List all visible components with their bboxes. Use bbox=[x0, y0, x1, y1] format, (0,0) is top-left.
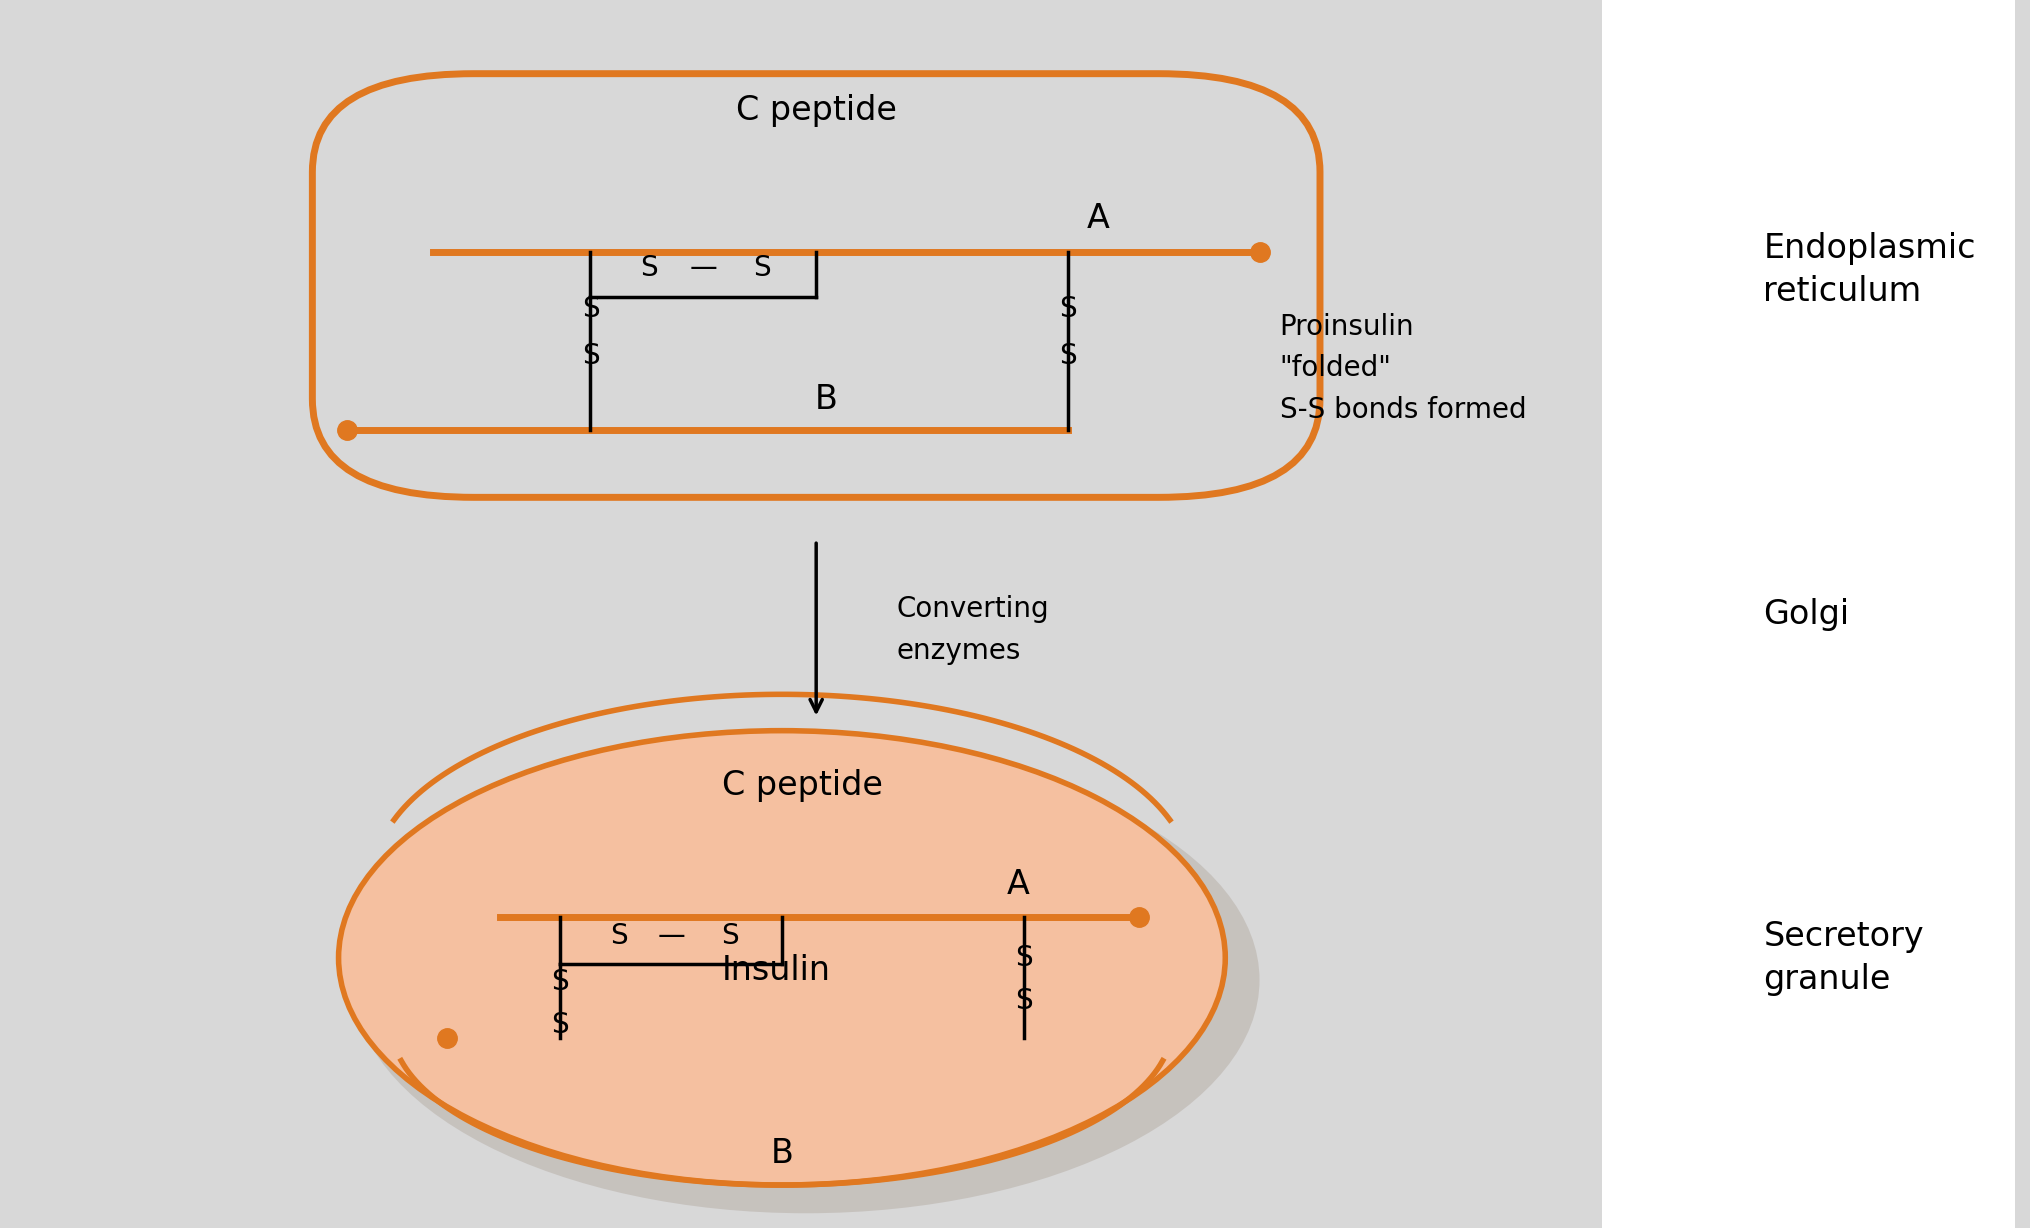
FancyBboxPatch shape bbox=[1602, 0, 2014, 1228]
Text: S: S bbox=[753, 254, 769, 281]
FancyBboxPatch shape bbox=[313, 74, 1320, 497]
Text: A: A bbox=[1005, 868, 1029, 900]
Text: S: S bbox=[721, 922, 739, 949]
Text: S: S bbox=[1015, 944, 1031, 971]
Text: S: S bbox=[1060, 296, 1076, 323]
Text: A: A bbox=[1086, 203, 1108, 235]
Text: S: S bbox=[1015, 987, 1031, 1014]
Text: —: — bbox=[658, 922, 684, 949]
Ellipse shape bbox=[353, 747, 1259, 1213]
Text: S: S bbox=[552, 969, 568, 996]
Text: Insulin: Insulin bbox=[721, 954, 830, 986]
Text: Secretory
granule: Secretory granule bbox=[1762, 920, 1922, 996]
Text: S: S bbox=[552, 1012, 568, 1039]
Text: B: B bbox=[769, 1137, 794, 1170]
Text: Proinsulin
"folded"
S-S bonds formed: Proinsulin "folded" S-S bonds formed bbox=[1279, 313, 1527, 424]
Text: Golgi: Golgi bbox=[1762, 598, 1849, 630]
Text: S: S bbox=[609, 922, 627, 949]
Text: C peptide: C peptide bbox=[721, 769, 883, 802]
Ellipse shape bbox=[339, 731, 1224, 1185]
Text: S: S bbox=[581, 343, 599, 370]
Text: S: S bbox=[581, 296, 599, 323]
Text: B: B bbox=[814, 383, 836, 415]
Text: S: S bbox=[639, 254, 658, 281]
Text: Converting
enzymes: Converting enzymes bbox=[897, 596, 1050, 664]
Text: —: — bbox=[688, 254, 717, 281]
Text: Endoplasmic
reticulum: Endoplasmic reticulum bbox=[1762, 232, 1975, 308]
Text: C peptide: C peptide bbox=[735, 95, 895, 126]
Text: S: S bbox=[1060, 343, 1076, 370]
